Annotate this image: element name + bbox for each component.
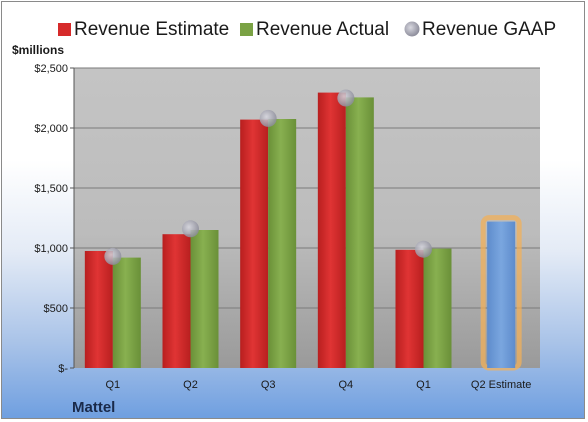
bar-revenue-actual [268,119,297,368]
green-square-icon [240,23,253,36]
revenue-chart: Revenue Estimate Revenue Actual Revenue … [12,19,556,416]
gaap-marker [104,247,122,265]
x-axis-ticks: Q1 Q2 Q3 Q4 Q1 Q2 Estimate [105,379,531,391]
bar-revenue-actual [112,257,141,368]
x-tick-label: Q2 [183,379,198,391]
y-tick-label: $- [58,363,68,375]
legend-label-actual: Revenue Actual [256,19,389,40]
y-axis-unit-label: $millions [12,43,64,57]
y-axis-ticks: $- $500 $1,000 $1,500 $2,000 $2,500 [34,63,75,375]
x-tick-label: Q1 [416,379,431,391]
grey-circle-icon [404,21,420,37]
gaap-marker [182,220,199,238]
bar-revenue-estimate [162,234,191,368]
x-tick-label: Q2 Estimate [471,379,532,391]
bar-revenue-estimate [84,251,113,368]
company-name: Mattel [72,399,115,416]
gaap-marker [337,89,355,107]
y-tick-label: $1,000 [34,243,68,255]
bar-q2-estimate [487,221,516,368]
x-tick-label: Q1 [105,379,120,391]
bar-revenue-actual [423,248,452,368]
red-square-icon [58,23,71,36]
x-tick-label: Q3 [261,379,276,391]
y-tick-label: $2,000 [34,123,68,135]
bar-revenue-actual [190,230,219,368]
bars [84,92,522,371]
legend-label-gaap: Revenue GAAP [422,19,556,40]
legend: Revenue Estimate Revenue Actual Revenue … [58,19,556,40]
bar-revenue-estimate [317,92,346,368]
gaap-marker [415,240,432,258]
gaap-markers [104,89,432,265]
gridlines [74,67,540,309]
bar-revenue-estimate [240,119,269,368]
legend-label-estimate: Revenue Estimate [74,19,229,40]
x-tick-label: Q4 [338,379,353,391]
bar-revenue-actual [345,97,374,369]
y-tick-label: $500 [44,303,68,315]
gaap-marker [259,109,277,127]
plot-area [74,68,540,368]
bar-revenue-estimate [395,249,424,368]
y-tick-label: $1,500 [34,183,68,195]
y-tick-label: $2,500 [34,63,68,75]
